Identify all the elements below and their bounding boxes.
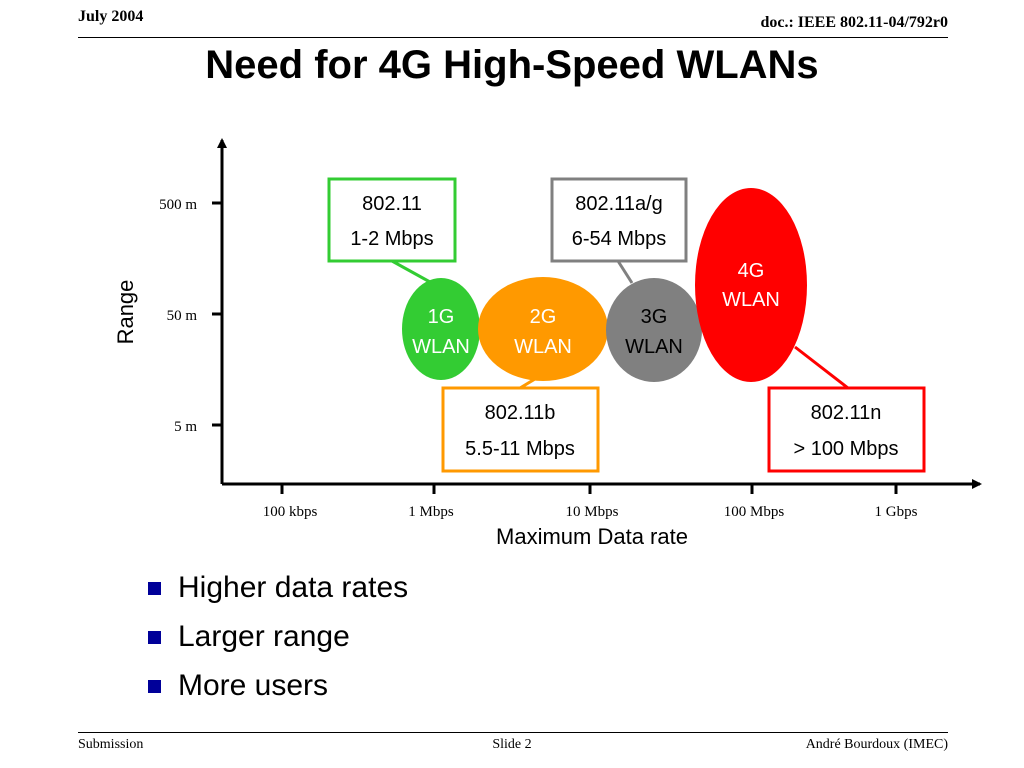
connector-802-11n bbox=[794, 345, 849, 390]
bubble-3g-sublabel: WLAN bbox=[625, 336, 683, 358]
bubble-4g-wlan bbox=[695, 188, 807, 382]
list-item: Larger range bbox=[148, 617, 408, 666]
bubble-2g-wlan bbox=[478, 277, 608, 381]
footer-author: André Bourdoux (IMEC) bbox=[805, 737, 948, 752]
bullet-square-icon bbox=[148, 582, 161, 595]
callout-802-11-rate: 1-2 Mbps bbox=[350, 228, 433, 250]
range-vs-rate-diagram: 500 m 50 m 5 m 100 kbps 1 Mbps 10 Mbps 1… bbox=[113, 138, 982, 549]
y-tick-label-5m: 5 m bbox=[174, 419, 197, 435]
bubble-1g-wlan bbox=[402, 278, 480, 380]
bullet-square-icon bbox=[148, 680, 161, 693]
footer-divider bbox=[78, 732, 948, 733]
y-axis-title: Range bbox=[113, 280, 138, 345]
bubble-4g-label: 4G bbox=[738, 260, 765, 282]
header-date: July 2004 bbox=[78, 8, 144, 25]
bullet-square-icon bbox=[148, 631, 161, 644]
list-item: Higher data rates bbox=[148, 568, 408, 617]
footer-submission: Submission bbox=[78, 737, 144, 752]
header-divider bbox=[78, 37, 948, 38]
list-item: More users bbox=[148, 666, 408, 715]
x-tick-label-1gbps: 1 Gbps bbox=[875, 504, 918, 520]
bubble-2g-label: 2G bbox=[530, 306, 557, 328]
bullet-list: Higher data rates Larger range More user… bbox=[148, 568, 408, 715]
y-tick-label-500m: 500 m bbox=[159, 197, 197, 213]
callout-802-11b-standard: 802.11b bbox=[485, 402, 556, 424]
bullet-text: Higher data rates bbox=[178, 571, 409, 604]
slide-title: Need for 4G High-Speed WLANs bbox=[205, 43, 819, 87]
callout-802-11b bbox=[441, 386, 600, 473]
connector-802-11 bbox=[391, 259, 431, 284]
bubble-4g-sublabel: WLAN bbox=[722, 289, 780, 311]
x-tick-label-100kbps: 100 kbps bbox=[263, 504, 318, 520]
bubble-1g-sublabel: WLAN bbox=[412, 336, 470, 358]
callout-802-11-standard: 802.11 bbox=[362, 193, 422, 215]
x-axis-title: Maximum Data rate bbox=[496, 524, 688, 549]
bubble-2g-sublabel: WLAN bbox=[514, 336, 572, 358]
callout-802-11b-rate: 5.5-11 Mbps bbox=[465, 438, 575, 460]
bullet-text: Larger range bbox=[178, 620, 350, 653]
x-tick-label-100mbps: 100 Mbps bbox=[724, 504, 785, 520]
callout-802-11 bbox=[327, 177, 457, 263]
header-doc-id: doc.: IEEE 802.11-04/792r0 bbox=[760, 14, 948, 31]
callout-802-11ag-standard: 802.11a/g bbox=[575, 193, 663, 215]
callout-802-11ag bbox=[550, 177, 688, 263]
callout-802-11n bbox=[767, 386, 926, 473]
callout-802-11n-standard: 802.11n bbox=[811, 402, 882, 424]
callout-802-11ag-rate: 6-54 Mbps bbox=[572, 228, 667, 250]
x-tick-label-10mbps: 10 Mbps bbox=[566, 504, 619, 520]
x-tick-label-1mbps: 1 Mbps bbox=[408, 504, 454, 520]
callout-802-11n-rate: > 100 Mbps bbox=[793, 438, 898, 460]
bullet-text: More users bbox=[178, 669, 329, 702]
y-tick-label-50m: 50 m bbox=[167, 308, 198, 324]
bubble-3g-label: 3G bbox=[641, 306, 668, 328]
footer-slide-number: Slide 2 bbox=[492, 737, 532, 752]
bubble-3g-wlan bbox=[606, 278, 702, 382]
connector-802-11ag bbox=[616, 260, 634, 284]
bubble-1g-label: 1G bbox=[428, 306, 455, 328]
